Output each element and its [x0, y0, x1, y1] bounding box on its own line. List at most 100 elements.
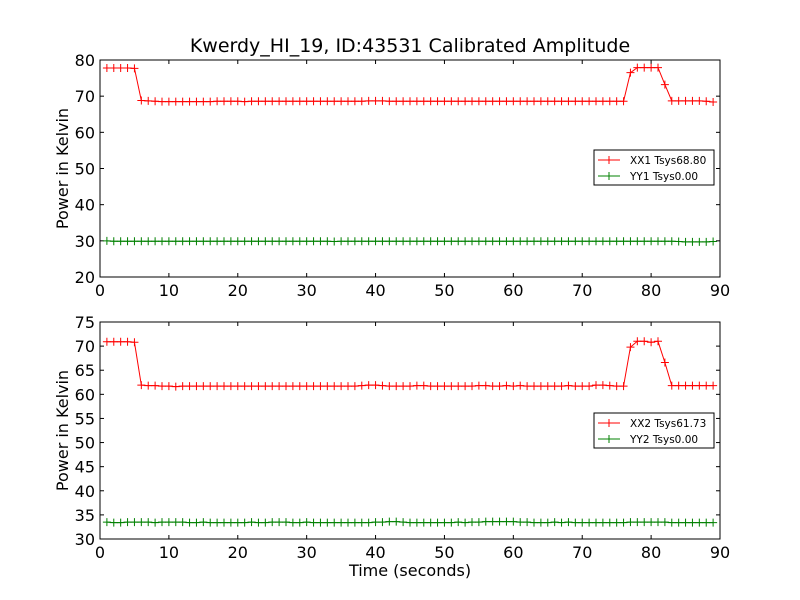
data-point [337, 237, 346, 246]
data-point [137, 381, 146, 390]
data-point [178, 237, 187, 246]
data-point [433, 237, 442, 246]
data-point [178, 518, 187, 527]
data-point [116, 337, 125, 346]
data-point [474, 97, 483, 106]
data-point [654, 337, 662, 346]
data-point [247, 97, 256, 106]
data-point [557, 518, 566, 527]
data-point [702, 237, 711, 246]
data-point [702, 381, 711, 390]
data-point [337, 382, 346, 391]
data-point [412, 237, 421, 246]
data-point [667, 381, 676, 390]
data-point [357, 237, 366, 246]
x-tick-label: 40 [365, 543, 385, 562]
data-point [406, 518, 414, 527]
data-point [371, 237, 380, 246]
data-point [640, 337, 649, 346]
data-point [488, 517, 497, 526]
y-tick-label: 80 [75, 51, 95, 70]
data-point [151, 237, 160, 246]
data-point [598, 381, 607, 390]
data-point [688, 381, 697, 390]
data-point [385, 97, 394, 106]
data-point [116, 518, 125, 527]
chart-bottom: 0 10 20 30 40 50 60 70 80 90 30 35 40 45 50 55 60 65 70 75 P… [53, 313, 730, 580]
data-point [488, 382, 497, 391]
data-point [240, 518, 249, 527]
data-point [481, 97, 490, 106]
data-point [571, 518, 580, 527]
data-point [357, 381, 366, 390]
y-tick-label: 45 [75, 458, 95, 477]
data-point [109, 237, 118, 246]
data-point [288, 97, 297, 106]
data-point [268, 97, 277, 106]
data-point [633, 237, 642, 246]
data-point [550, 97, 559, 106]
data-point [605, 518, 614, 527]
x-tick-label: 10 [159, 543, 179, 562]
data-point [550, 237, 559, 246]
data-point [495, 382, 504, 391]
x-tick-label: 60 [503, 281, 523, 300]
data-point [371, 96, 380, 105]
data-point [364, 237, 373, 246]
data-point [185, 382, 194, 391]
legend-box [593, 412, 715, 449]
data-point [454, 382, 463, 391]
data-point [523, 237, 532, 246]
data-point [116, 237, 125, 246]
data-point [185, 97, 194, 106]
data-point [254, 97, 263, 106]
data-point [392, 237, 401, 246]
data-point [571, 237, 580, 246]
data-point [695, 96, 704, 105]
y-tick-label: 30 [75, 530, 95, 549]
data-point [247, 237, 256, 246]
data-point [674, 237, 683, 246]
legend-marker [605, 156, 613, 164]
legend-marker [605, 172, 613, 180]
data-point [109, 63, 118, 72]
data-point [158, 518, 166, 527]
y-tick-label: 60 [75, 385, 95, 404]
data-point [130, 518, 139, 527]
data-point [240, 237, 249, 246]
data-point [282, 382, 290, 391]
data-point [192, 237, 201, 246]
data-point [171, 518, 180, 527]
data-point [681, 237, 690, 246]
y-axis-label: Power in Kelvin [53, 370, 72, 491]
data-point [640, 63, 649, 72]
chart-title: Kwerdy_HI_19, ID:43531 Calibrated Amplit… [190, 35, 630, 57]
data-point [240, 97, 249, 106]
data-point [647, 237, 656, 246]
data-point [350, 518, 359, 527]
data-point [619, 518, 628, 527]
data-point [640, 237, 649, 246]
data-point [509, 237, 518, 246]
x-axis-label: Time (seconds) [348, 561, 471, 580]
data-point [295, 518, 304, 527]
data-point [330, 518, 339, 527]
data-point [598, 97, 607, 106]
data-point [557, 97, 566, 106]
data-point [337, 97, 346, 106]
data-point [709, 518, 718, 527]
data-point [440, 518, 449, 527]
data-point [530, 518, 538, 527]
data-point [378, 381, 387, 390]
data-point [612, 382, 621, 391]
data-point [488, 97, 497, 106]
y-tick-label: 50 [75, 160, 95, 179]
data-point [557, 237, 566, 246]
data-point [102, 236, 111, 245]
data-point [378, 96, 387, 105]
data-point [220, 97, 228, 106]
data-point [495, 97, 504, 106]
data-point [523, 97, 532, 106]
